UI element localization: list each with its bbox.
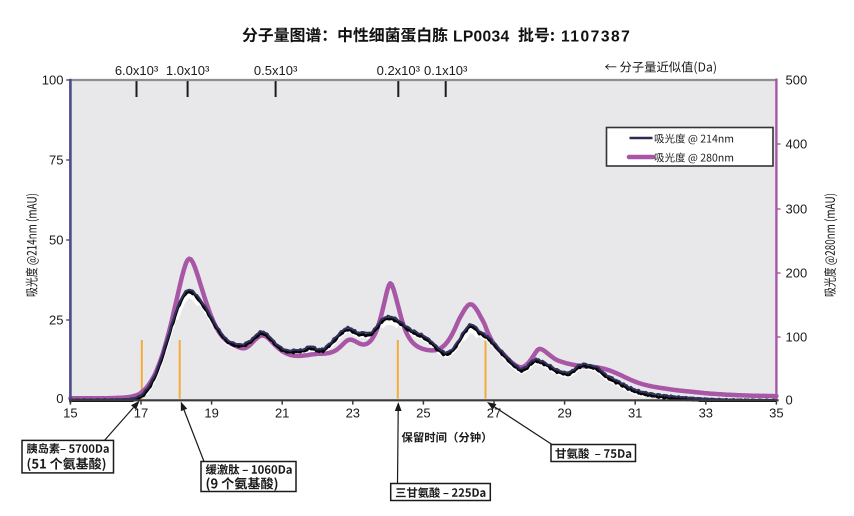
svg-text:0.1x10³: 0.1x10³ [424, 63, 468, 78]
svg-text:35: 35 [769, 406, 783, 421]
svg-text:25: 25 [49, 313, 63, 328]
svg-text:21: 21 [275, 406, 289, 421]
svg-text:15: 15 [63, 406, 77, 421]
svg-text:0.5x10³: 0.5x10³ [254, 63, 298, 78]
svg-text:1.0x10³: 1.0x10³ [166, 63, 210, 78]
svg-text:LP0034: LP0034 [453, 28, 509, 45]
svg-text:31: 31 [628, 406, 642, 421]
svg-text:75: 75 [49, 153, 63, 168]
svg-text:200: 200 [786, 266, 808, 281]
svg-text:6.0x10³: 6.0x10³ [115, 63, 159, 78]
svg-text:1107387: 1107387 [561, 28, 631, 45]
svg-text:100: 100 [42, 73, 64, 88]
svg-text:19: 19 [204, 406, 218, 421]
svg-text:50: 50 [49, 233, 63, 248]
svg-text:17: 17 [134, 406, 148, 421]
svg-text:25: 25 [416, 406, 430, 421]
svg-text:33: 33 [699, 406, 713, 421]
svg-text:0: 0 [56, 391, 63, 406]
svg-text:29: 29 [557, 406, 571, 421]
svg-text:300: 300 [786, 202, 808, 217]
svg-text:0.2x10³: 0.2x10³ [377, 63, 421, 78]
svg-text:0: 0 [786, 393, 793, 408]
svg-text:23: 23 [346, 406, 360, 421]
svg-text:400: 400 [786, 137, 808, 152]
svg-text:500: 500 [786, 73, 808, 88]
svg-text:100: 100 [786, 330, 808, 345]
